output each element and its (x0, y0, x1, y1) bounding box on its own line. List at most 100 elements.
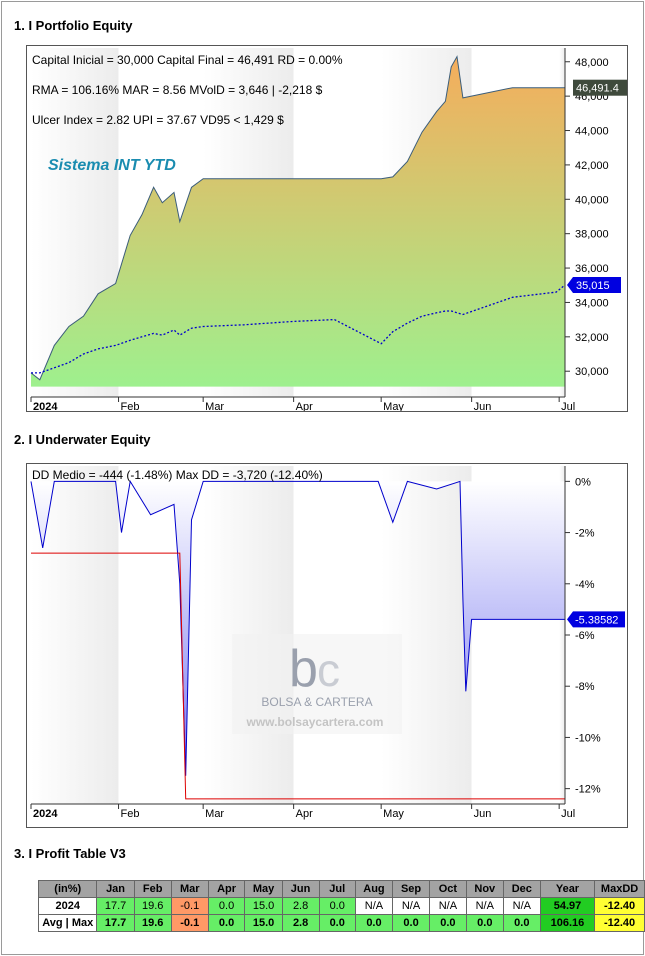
underwater-chart: b c BOLSA & CARTERA www.bolsaycartera.co… (30, 466, 625, 820)
drawdown-line (30, 480, 565, 776)
y-tick-label: 34,000 (575, 297, 609, 309)
table-cell: -0.1 (170, 897, 209, 915)
table-cell: -0.1 (170, 914, 209, 932)
y-tick-label: 38,000 (575, 229, 609, 241)
table-cell: 0.0 (207, 914, 246, 932)
table-header-cell: Dec (502, 880, 541, 898)
table-cell: -12.40 (594, 897, 645, 915)
table-cell: 106.16 (539, 914, 596, 932)
x-tick-label: Jul (561, 808, 575, 820)
table-header-cell: Jun (281, 880, 320, 898)
y-tick-label: 44,000 (575, 126, 609, 138)
table-header-row: (in%) Jan Feb Mar Apr May Jun Jul Aug Sep Oct Nov De… (37, 880, 645, 898)
equity-panel: 2024 Feb Mar Apr May Jun Jul 30,000 32,000 34,000… (26, 45, 629, 413)
table-cell: 2.8 (281, 897, 320, 915)
table-cell: 17.7 (96, 897, 135, 915)
equity-last-label: 46,491.4 (576, 83, 619, 95)
table-cell: 0.0 (429, 914, 467, 932)
x-tick-label: Mar (205, 401, 224, 411)
equity-line (30, 55, 565, 381)
y-tick-label: 0% (575, 476, 591, 488)
equity-stats-line1: Capital Inicial = 30,000 Capital Final =… (32, 53, 343, 67)
equity-stats-line2: RMA = 106.16% MAR = 8.56 MVolD = 3,646 |… (32, 83, 323, 97)
table-cell: 2.8 (281, 914, 320, 932)
table-cell: 15.0 (244, 914, 283, 932)
y-tick-label: -8% (575, 681, 595, 693)
table-row-label: Avg | Max (37, 914, 98, 932)
y-tick-label: -6% (575, 630, 595, 642)
table-cell: -12.40 (594, 914, 645, 932)
y-tick-label: 36,000 (575, 263, 609, 275)
x-tick-label: 2024 (33, 808, 58, 820)
table-cell: 19.6 (133, 897, 172, 915)
watermark-url: www.bolsaycartera.com (246, 715, 384, 729)
benchmark-line (31, 284, 566, 374)
max-drawdown-line (31, 552, 565, 800)
table-header-cell: May (244, 880, 283, 898)
table-header-cell: Mar (170, 880, 209, 898)
underwater-stats: DD Medio = -444 (-1.48%) Max DD = -3,720… (32, 468, 323, 482)
y-tick-label: 30,000 (575, 366, 609, 378)
table-row: Avg | Max 17.7 19.6 -0.1 0.0 15.0 2.8 0.0 0.0 0.0… (37, 914, 645, 932)
y-tick-label: -10% (575, 732, 601, 744)
table-row-label: 2024 (37, 897, 98, 915)
profit-table: (in%) Jan Feb Mar Apr May Jun Jul Aug Sep Oct Nov De… (37, 880, 645, 932)
x-tick-label: Jul (561, 401, 575, 411)
table-header-cell: Jan (96, 880, 135, 898)
x-tick-label: Jun (474, 808, 492, 820)
section-title-profit: 3. I Profit Table V3 (14, 846, 126, 861)
y-tick-label: 48,000 (575, 57, 609, 69)
drawdown-area (31, 481, 565, 776)
table-cell: 0.0 (207, 897, 246, 915)
watermark: b c BOLSA & CARTERA www.bolsaycartera.co… (232, 634, 402, 734)
x-tick-label: Jun (474, 401, 492, 411)
drawdown-last-label: -5.38582 (575, 614, 618, 626)
section-title-equity: 1. I Portfolio Equity (14, 18, 133, 33)
month-band (559, 466, 565, 804)
table-header-cell: Apr (207, 880, 246, 898)
benchmark-last-label: 35,015 (576, 280, 610, 292)
table-header-cell: Feb (133, 880, 172, 898)
equity-last-label-bg (573, 79, 629, 96)
benchmark-last-label-bg (567, 276, 621, 293)
x-tick-label: Mar (205, 808, 224, 820)
system-label: Sistema INT YTD (48, 157, 176, 174)
table-cell: N/A (354, 897, 394, 915)
table-header-cell: Oct (429, 880, 467, 898)
table-cell: 0.0 (502, 914, 541, 932)
table-row: 2024 17.7 19.6 -0.1 0.0 15.0 2.8 0.0 N/A N/A N/A N/… (37, 897, 645, 915)
watermark-logo-c: c (317, 644, 340, 696)
watermark-name: BOLSA & CARTERA (261, 695, 372, 709)
x-tick-label: Feb (121, 401, 140, 411)
y-tick-label: 32,000 (575, 332, 609, 344)
table-header-cell: Nov (465, 880, 504, 898)
equity-area (31, 56, 565, 387)
underwater-panel: b c BOLSA & CARTERA www.bolsaycartera.co… (26, 463, 628, 828)
equity-stats-line3: Ulcer Index = 2.82 UPI = 37.67 VD95 < 1,… (32, 113, 284, 127)
table-cell: N/A (502, 897, 541, 915)
table-header-cell: MaxDD (594, 880, 645, 898)
table-header-cell: Year (539, 880, 596, 898)
x-tick-label: May (383, 401, 404, 411)
x-tick-label: Apr (296, 808, 313, 820)
table-cell: 15.0 (244, 897, 283, 915)
table-cell: 17.7 (96, 914, 135, 932)
table-header-cell: Sep (392, 880, 431, 898)
x-tick-label: Feb (121, 808, 140, 820)
table-cell: 54.97 (539, 897, 596, 915)
equity-chart: 2024 Feb Mar Apr May Jun Jul 30,000 32,000 34,000… (30, 48, 629, 413)
table-cell: N/A (429, 897, 467, 915)
x-tick-label: 2024 (33, 401, 58, 411)
table-header-cell: (in%) (37, 880, 98, 898)
section-title-underwater: 2. I Underwater Equity (14, 432, 151, 447)
table-cell: 0.0 (354, 914, 394, 932)
x-tick-label: Apr (296, 401, 313, 411)
y-tick-label: -12% (575, 784, 601, 796)
table-cell: 0.0 (392, 914, 431, 932)
watermark-logo: b (289, 640, 318, 698)
table-cell: 0.0 (318, 897, 356, 915)
table-cell: 0.0 (318, 914, 356, 932)
y-tick-label: 42,000 (575, 160, 609, 172)
table-cell: N/A (465, 897, 504, 915)
